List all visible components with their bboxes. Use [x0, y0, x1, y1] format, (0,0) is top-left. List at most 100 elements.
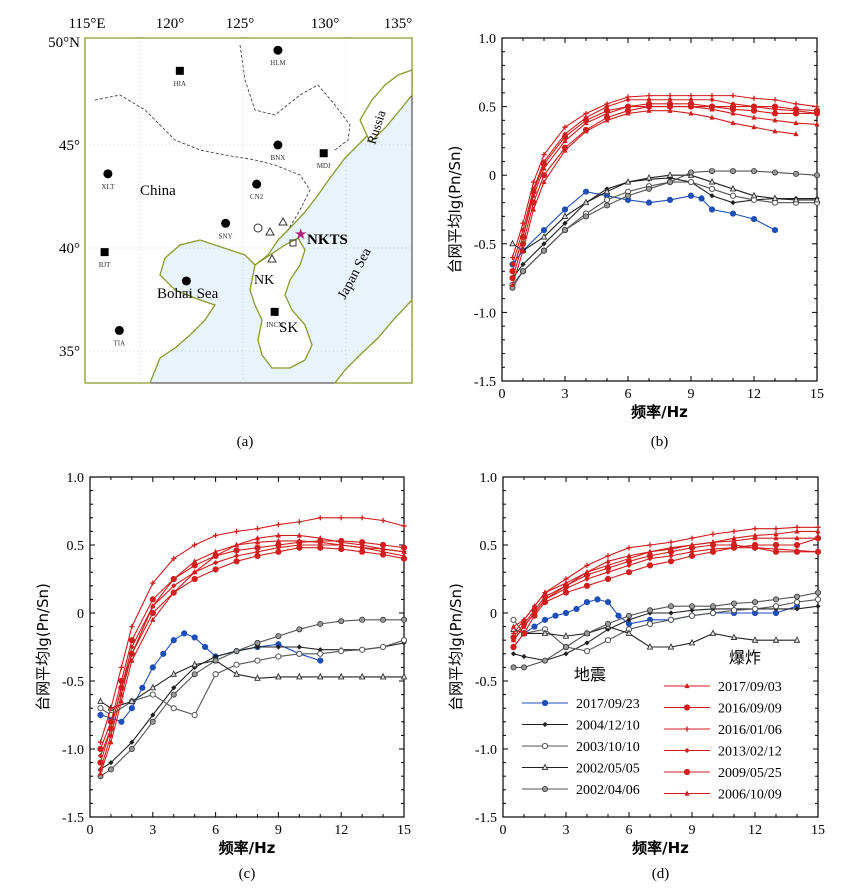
data-point [317, 544, 324, 551]
data-point [814, 121, 820, 127]
data-point [794, 528, 800, 534]
data-point [521, 653, 527, 660]
data-point [254, 674, 261, 681]
data-point [531, 603, 538, 609]
map-lat-tick: 45° [59, 138, 80, 154]
plot-frame [89, 476, 405, 818]
data-point [254, 552, 261, 559]
data-point [584, 640, 590, 646]
data-point [317, 515, 323, 521]
data-point [730, 200, 736, 206]
data-point [814, 596, 822, 603]
x-tick-label: 9 [275, 823, 282, 838]
data-point [380, 517, 386, 524]
data-point [254, 644, 261, 650]
data-point [400, 616, 407, 623]
x-tick-label: 3 [562, 387, 569, 402]
data-point [793, 548, 801, 555]
data-point [171, 556, 177, 562]
data-point [709, 97, 715, 103]
legend-label: 2017/09/23 [576, 697, 640, 712]
data-point [604, 599, 612, 606]
data-point [582, 117, 590, 124]
y-tick-label: 1.0 [479, 32, 497, 47]
data-point [626, 545, 632, 551]
legend-title-explosion: 爆炸 [729, 648, 761, 667]
data-point [626, 555, 632, 561]
data-point [107, 766, 114, 773]
data-point [730, 607, 738, 614]
data-point [509, 281, 516, 288]
data-point [129, 644, 135, 650]
data-point [683, 768, 691, 776]
data-point [604, 117, 610, 123]
station-label: HLM [270, 59, 286, 67]
series-eq-2004-12-10 [97, 640, 407, 772]
data-point [772, 636, 780, 643]
station-square-marker [270, 307, 279, 316]
data-point [338, 647, 345, 655]
data-point [646, 643, 654, 650]
data-point [772, 117, 778, 123]
data-point [129, 739, 135, 745]
data-point [604, 637, 612, 644]
data-point [646, 552, 654, 559]
data-point [233, 558, 240, 565]
data-point [275, 548, 282, 555]
data-point [296, 644, 302, 650]
data-point [191, 660, 198, 668]
data-point [233, 661, 240, 668]
station-label: TIA [113, 339, 125, 347]
x-axis-label: 频率/Hz [219, 839, 276, 857]
legend-label: 2016/09/09 [718, 702, 782, 717]
series-line [511, 106, 818, 279]
legend-item-earthquake: 2003/10/10 [522, 740, 640, 755]
series-ex-2009-05-25 [509, 100, 821, 275]
map-lon-tick: 135° [384, 16, 413, 32]
data-point [509, 239, 516, 247]
data-point [540, 161, 548, 168]
data-point [317, 535, 323, 541]
y-tick-label: -0.5 [475, 675, 497, 690]
data-point [380, 616, 387, 623]
station-label: TIJ [182, 290, 192, 298]
data-point [338, 515, 344, 521]
data-point [562, 124, 568, 130]
data-point [150, 616, 156, 622]
plot-frame [501, 37, 818, 382]
series-line [512, 177, 817, 279]
data-point [150, 603, 156, 609]
station-circle-marker [252, 179, 262, 189]
data-point [615, 612, 622, 619]
data-point [730, 633, 738, 640]
station-label: SNY [219, 232, 233, 240]
series-eq-2003-10-10 [510, 596, 822, 655]
data-point [338, 618, 345, 625]
data-point [359, 646, 366, 653]
data-point [730, 101, 736, 107]
station-layer: HIA HLM BNX MDJ XLT CN2 SNY BJT TIJ TIA INCN [99, 45, 331, 347]
data-point [540, 172, 548, 179]
data-point [666, 196, 674, 203]
data-point [541, 699, 549, 707]
data-point [688, 97, 694, 103]
data-point [684, 726, 690, 732]
data-point [605, 562, 611, 568]
data-point [562, 609, 570, 617]
data-point [541, 178, 547, 185]
data-point [730, 541, 738, 549]
series-eq-2002-05-05 [97, 656, 408, 711]
event-marker-circle [253, 223, 263, 233]
data-point [594, 596, 601, 603]
data-point [118, 684, 125, 691]
x-tick-label: 15 [811, 823, 825, 838]
station-label: MDJ [317, 162, 331, 170]
data-point [668, 539, 674, 545]
data-point [561, 206, 569, 213]
series-line [513, 547, 819, 641]
station-circle-marker [273, 45, 283, 55]
data-point [359, 515, 365, 521]
x-tick-label: 12 [748, 823, 762, 838]
series-ex-2017-09-03 [97, 537, 407, 772]
data-point [573, 605, 580, 613]
